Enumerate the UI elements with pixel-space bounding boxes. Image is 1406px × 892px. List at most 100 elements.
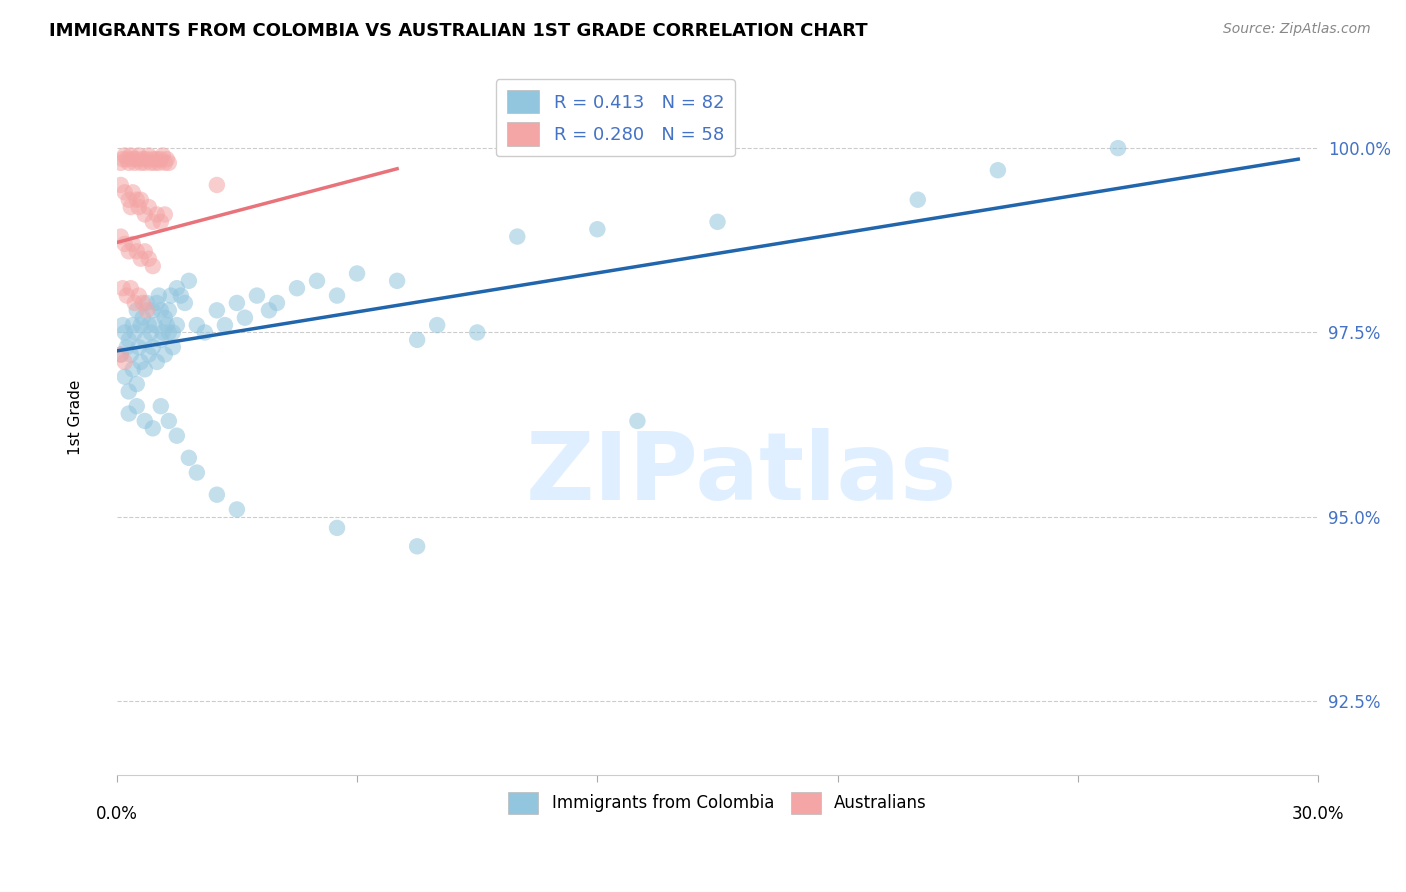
Point	[134, 244, 156, 259]
Point	[706, 215, 728, 229]
Point	[153, 207, 176, 221]
Point	[120, 281, 142, 295]
Point	[120, 148, 142, 162]
Point	[157, 156, 180, 170]
Point	[142, 340, 165, 354]
Point	[139, 156, 162, 170]
Text: Source: ZipAtlas.com: Source: ZipAtlas.com	[1223, 22, 1371, 37]
Point	[166, 281, 188, 295]
Point	[128, 288, 150, 302]
Point	[115, 288, 138, 302]
Point	[146, 355, 169, 369]
Point	[205, 488, 228, 502]
Point	[246, 288, 269, 302]
Point	[426, 318, 449, 332]
Point	[152, 148, 174, 162]
Point	[139, 326, 162, 340]
Point	[159, 288, 181, 302]
Point	[148, 156, 170, 170]
Point	[135, 152, 157, 166]
Point	[326, 521, 349, 535]
Point	[118, 333, 141, 347]
Point	[257, 303, 280, 318]
Point	[124, 326, 146, 340]
Point	[124, 156, 146, 170]
Point	[305, 274, 328, 288]
Point	[138, 252, 160, 266]
Point	[125, 152, 148, 166]
Point	[152, 326, 174, 340]
Point	[177, 450, 200, 465]
Point	[142, 259, 165, 273]
Text: 30.0%: 30.0%	[1292, 805, 1344, 823]
Point	[233, 310, 256, 325]
Point	[385, 274, 408, 288]
Point	[506, 229, 529, 244]
Point	[177, 274, 200, 288]
Text: 1st Grade: 1st Grade	[67, 380, 83, 455]
Point	[162, 340, 184, 354]
Point	[406, 539, 429, 553]
Point	[132, 310, 155, 325]
Point	[125, 399, 148, 413]
Point	[110, 348, 132, 362]
Text: ZIPatlas: ZIPatlas	[526, 428, 957, 521]
Point	[111, 152, 134, 166]
Point	[134, 362, 156, 376]
Point	[157, 326, 180, 340]
Point	[138, 200, 160, 214]
Legend: Immigrants from Colombia, Australians: Immigrants from Colombia, Australians	[502, 786, 934, 821]
Point	[626, 414, 648, 428]
Point	[125, 244, 148, 259]
Point	[134, 156, 156, 170]
Point	[114, 369, 136, 384]
Text: IMMIGRANTS FROM COLOMBIA VS AUSTRALIAN 1ST GRADE CORRELATION CHART: IMMIGRANTS FROM COLOMBIA VS AUSTRALIAN 1…	[49, 22, 868, 40]
Point	[146, 152, 169, 166]
Point	[110, 178, 132, 192]
Point	[143, 156, 166, 170]
Point	[138, 148, 160, 162]
Point	[121, 152, 143, 166]
Point	[266, 296, 288, 310]
Point	[118, 193, 141, 207]
Point	[115, 152, 138, 166]
Point	[214, 318, 236, 332]
Point	[129, 193, 152, 207]
Point	[142, 303, 165, 318]
Point	[129, 318, 152, 332]
Point	[987, 163, 1010, 178]
Point	[125, 193, 148, 207]
Point	[149, 152, 172, 166]
Point	[114, 326, 136, 340]
Point	[110, 229, 132, 244]
Point	[125, 377, 148, 392]
Point	[205, 303, 228, 318]
Point	[138, 348, 160, 362]
Point	[114, 186, 136, 200]
Point	[111, 281, 134, 295]
Point	[149, 215, 172, 229]
Point	[586, 222, 609, 236]
Point	[134, 414, 156, 428]
Point	[143, 318, 166, 332]
Point	[186, 318, 208, 332]
Point	[128, 340, 150, 354]
Point	[128, 200, 150, 214]
Point	[114, 236, 136, 251]
Point	[157, 414, 180, 428]
Point	[186, 466, 208, 480]
Point	[120, 348, 142, 362]
Point	[146, 207, 169, 221]
Text: 0.0%: 0.0%	[96, 805, 138, 823]
Point	[156, 152, 179, 166]
Point	[225, 502, 247, 516]
Point	[110, 348, 132, 362]
Point	[205, 178, 228, 192]
Point	[134, 207, 156, 221]
Point	[121, 186, 143, 200]
Point	[111, 318, 134, 332]
Point	[120, 200, 142, 214]
Point	[129, 252, 152, 266]
Point	[162, 326, 184, 340]
Point	[110, 156, 132, 170]
